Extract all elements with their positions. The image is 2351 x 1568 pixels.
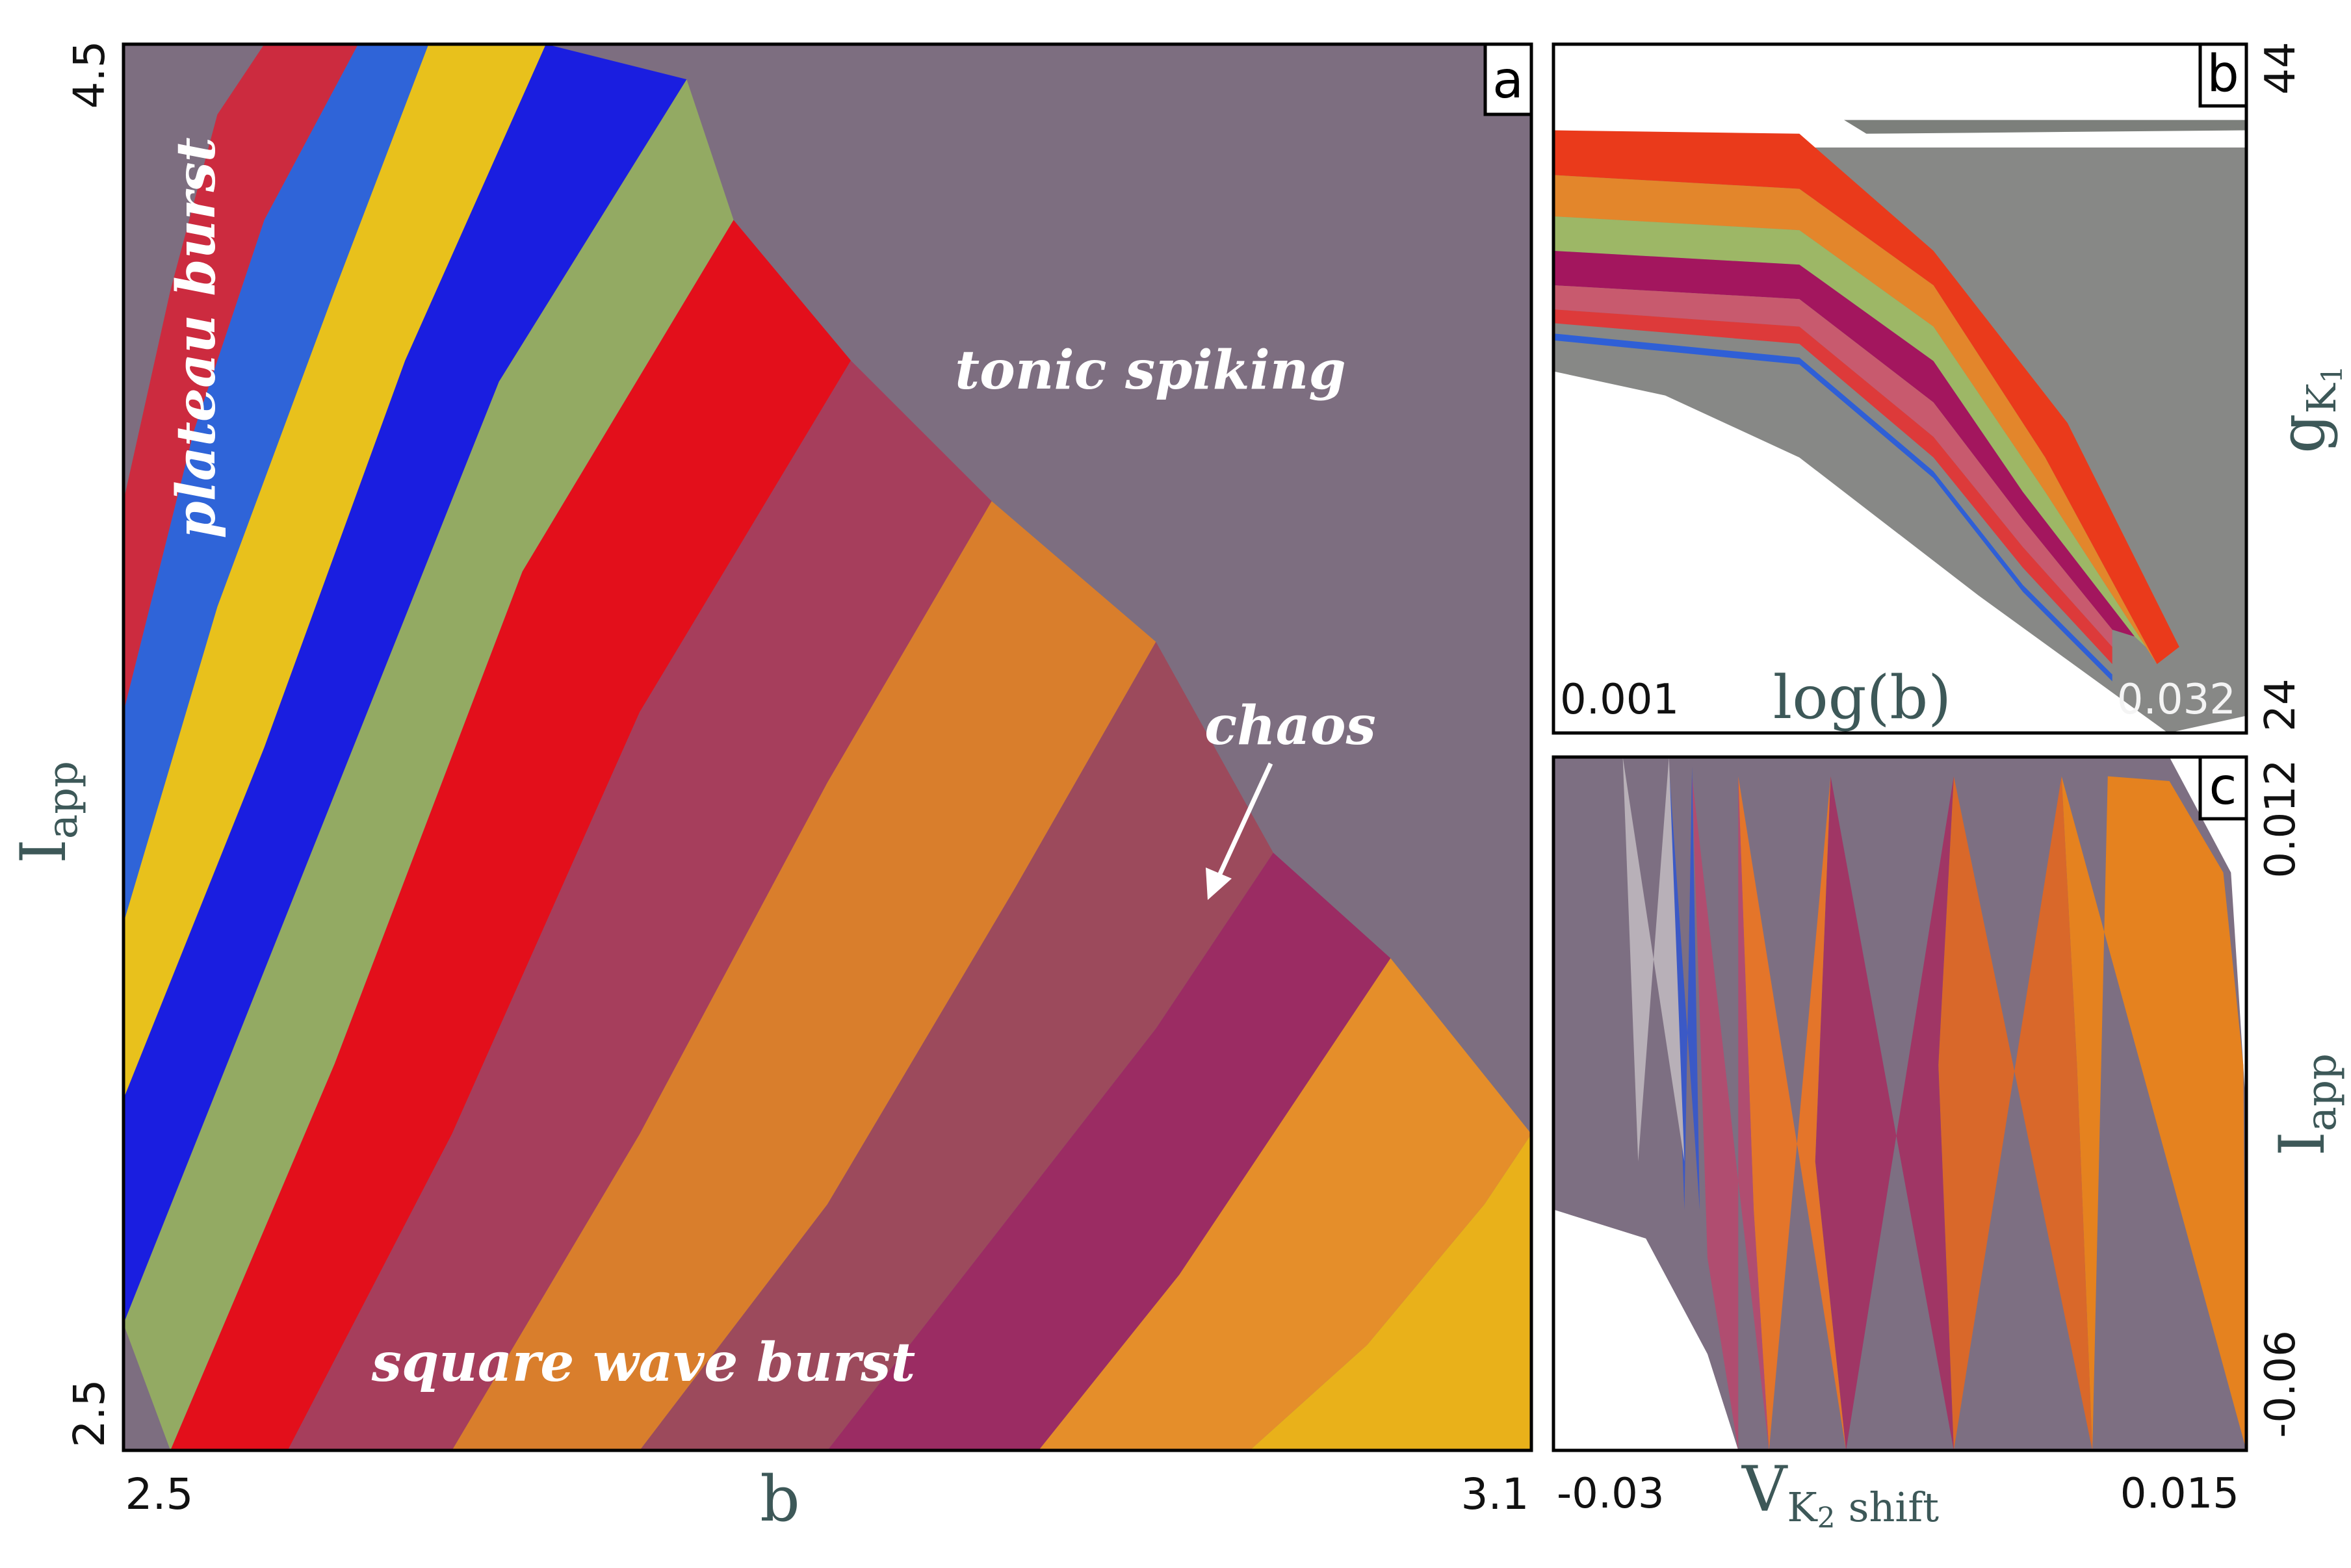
panel-a-band-3 bbox=[123, 44, 429, 923]
panel-a-label: a bbox=[1492, 51, 1524, 110]
panel-c-band-5 bbox=[1669, 766, 1700, 1210]
panel-a-band-4 bbox=[123, 44, 358, 712]
panel-b-label-box: b bbox=[2198, 42, 2248, 108]
panel-a-band-9 bbox=[827, 853, 1391, 1450]
tonic-spiking-annotation: tonic spiking bbox=[955, 339, 1345, 402]
panel-c-y-tick-min: -0.06 bbox=[2257, 1330, 2305, 1438]
panel-c-quiescent-region bbox=[1553, 1209, 1739, 1450]
panel-c-x-label-subsub: 2 bbox=[1817, 1502, 1836, 1535]
panel-c-regions bbox=[1553, 757, 2246, 1450]
panel-a-y-label-main: I bbox=[7, 839, 80, 864]
panel-c-x-tick-min: -0.03 bbox=[1557, 1470, 1665, 1518]
panel-a-band-5 bbox=[170, 220, 851, 1450]
panel-c-y-tick-max: 0.012 bbox=[2257, 759, 2305, 878]
panel-a-band-2 bbox=[123, 44, 546, 1099]
panel-c-frame bbox=[1552, 755, 2248, 1452]
panel-a-y-tick-min: 2.5 bbox=[64, 1380, 114, 1448]
panel-a-x-label: b bbox=[760, 1463, 799, 1536]
panel-a-band-0 bbox=[123, 79, 734, 1450]
panel-c-band-4 bbox=[1692, 776, 1769, 1450]
panel-b-x-tick-max: 0.032 bbox=[2117, 676, 2236, 724]
panel-c-x-label-main: V bbox=[1741, 1453, 1788, 1526]
panel-a: a tonic spiking chaos plateau burst squa… bbox=[7, 41, 1533, 1536]
plateau-burst-annotation: plateau burst bbox=[165, 137, 227, 538]
panel-a-x-tick-max: 3.1 bbox=[1461, 1469, 1529, 1519]
panel-b-x-label: log(b) bbox=[1773, 663, 1951, 732]
panel-c-x-label: VK2 shift bbox=[1741, 1453, 1939, 1535]
panel-a-band-6 bbox=[287, 360, 992, 1450]
panel-a-label-box: a bbox=[1483, 42, 1533, 116]
panel-a-frame bbox=[122, 42, 1533, 1452]
panel-a-x-tick-min: 2.5 bbox=[125, 1469, 194, 1519]
panel-a-y-label: Iapp bbox=[7, 761, 87, 864]
panel-a-regions bbox=[123, 44, 1531, 1450]
panel-a-band-11 bbox=[1249, 1134, 1531, 1450]
panel-a-band-8 bbox=[640, 641, 1273, 1450]
panel-b-frame bbox=[1552, 42, 2248, 735]
panel-c-x-label-sub2: shift bbox=[1849, 1484, 1940, 1531]
panel-c-label: c bbox=[2209, 758, 2237, 816]
panel-c-band-0 bbox=[2061, 776, 2246, 1450]
chaos-arrow bbox=[1206, 762, 1273, 900]
panel-c: c -0.03 0.015 VK2 shift 0.012 -0.06 Iapp bbox=[1552, 755, 2346, 1535]
panel-c-band-3 bbox=[1738, 776, 1847, 1450]
panel-c-y-label-sub: app bbox=[2298, 1053, 2346, 1131]
panel-a-band-7 bbox=[452, 501, 1156, 1450]
panel-b-regions bbox=[1553, 120, 2246, 733]
panel-b-y-tick-min: 24 bbox=[2257, 678, 2305, 731]
panel-b-top-strip bbox=[1844, 120, 2246, 134]
panel-b-y-label-sub: K bbox=[2298, 382, 2345, 413]
panel-c-y-label-main: I bbox=[2266, 1131, 2339, 1156]
panel-b-label: b bbox=[2207, 45, 2239, 103]
chaos-annotation: chaos bbox=[1204, 695, 1376, 757]
square-wave-burst-annotation: square wave burst bbox=[371, 1331, 916, 1394]
panel-b: b 0.001 0.032 log(b) 44 24 gK1 bbox=[1552, 42, 2349, 735]
panel-c-label-box: c bbox=[2198, 755, 2248, 821]
panel-b-y-label-main: g bbox=[2266, 413, 2339, 453]
panel-b-band-3 bbox=[1553, 251, 2135, 637]
panel-a-band-10 bbox=[1038, 958, 1531, 1450]
panel-a-y-label-sub: app bbox=[39, 761, 87, 839]
panel-a-y-tick-max: 4.5 bbox=[64, 41, 114, 109]
panel-c-band-6 bbox=[1622, 757, 1685, 1162]
panel-c-band-2 bbox=[1815, 776, 1954, 1450]
panel-b-y-tick-max: 44 bbox=[2257, 42, 2305, 94]
panel-c-band-1 bbox=[1938, 776, 2093, 1450]
panel-b-y-label: gK1 bbox=[2266, 365, 2349, 454]
panel-c-x-tick-max: 0.015 bbox=[2120, 1470, 2239, 1518]
panel-b-y-label-subsub: 1 bbox=[2316, 365, 2349, 383]
panel-c-x-label-sub: K bbox=[1787, 1484, 1818, 1531]
panel-c-y-label: Iapp bbox=[2266, 1053, 2346, 1156]
panel-b-x-tick-min: 0.001 bbox=[1560, 676, 1679, 724]
